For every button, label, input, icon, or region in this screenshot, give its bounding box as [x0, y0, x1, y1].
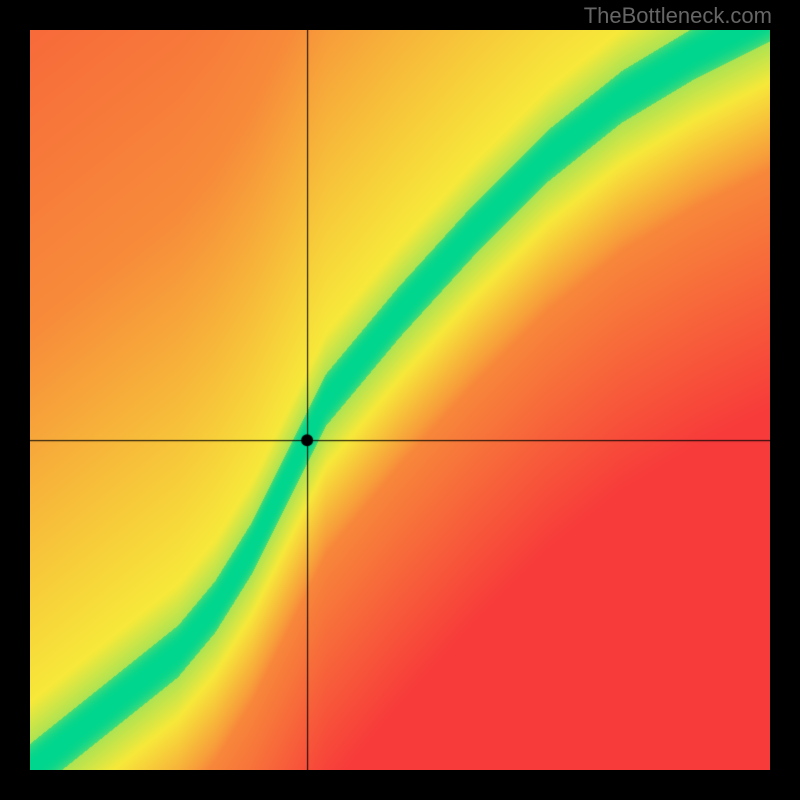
- watermark-text: TheBottleneck.com: [584, 3, 772, 29]
- heatmap-canvas: [30, 30, 770, 770]
- chart-container: TheBottleneck.com: [0, 0, 800, 800]
- plot-area: [30, 30, 770, 770]
